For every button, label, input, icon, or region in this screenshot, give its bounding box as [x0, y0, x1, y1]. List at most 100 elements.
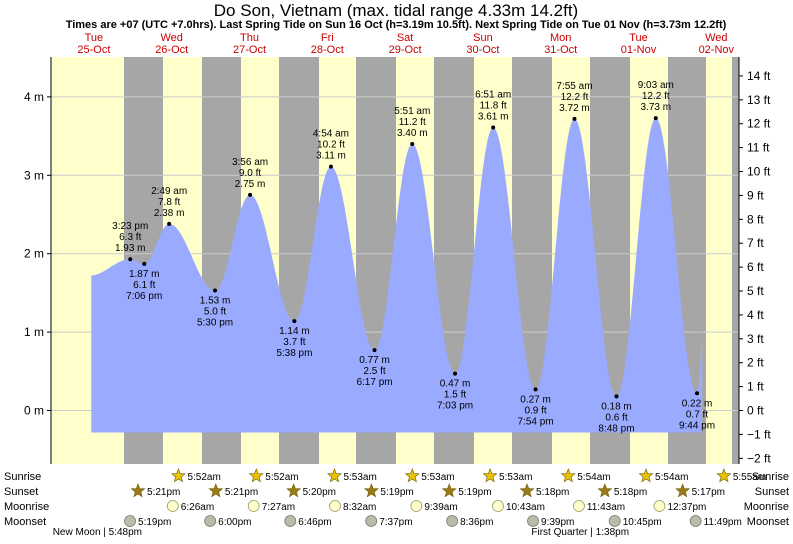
day-name-label: Fri: [321, 32, 334, 44]
moonset-icon: [365, 515, 378, 527]
moonrise-time: 7:27am: [262, 502, 295, 513]
left-tick-label: 0 m: [24, 404, 44, 418]
tide-extreme-label: 5.0 ft: [204, 307, 226, 318]
tide-extreme-label: 9:03 am: [638, 80, 674, 91]
tide-extreme-label: 5:38 pm: [276, 348, 312, 359]
row-label-left: Moonset: [4, 516, 46, 528]
sunrise-time: 5:55am: [733, 472, 766, 483]
moonrise-time: 8:32am: [343, 502, 376, 513]
tide-extreme-label: 12.2 ft: [642, 91, 670, 102]
moonset-time: 9:39pm: [541, 517, 574, 528]
sunrise-icon: [482, 468, 498, 483]
sunrise-icon: [404, 468, 420, 483]
chart-subtitle: Times are +07 (UTC +7.0hrs). Last Spring…: [66, 19, 727, 31]
tide-extreme-label: 3.61 m: [478, 111, 509, 122]
tide-extreme-dot: [653, 116, 658, 121]
sunrise-icon: [326, 468, 342, 483]
tide-extreme-label: 1.5 ft: [444, 390, 466, 401]
tide-extreme-label: 7:03 pm: [437, 401, 473, 412]
sunset-icon: [597, 483, 613, 498]
day-name-label: Wed: [705, 32, 727, 44]
moonset-time: 5:19pm: [138, 517, 171, 528]
right-tick-label: 14 ft: [747, 69, 771, 83]
sunset-icon: [130, 483, 146, 498]
row-label-left: Sunset: [4, 486, 38, 498]
tide-extreme-label: 5:30 pm: [197, 318, 233, 329]
moonset-icon: [689, 515, 702, 527]
night-band: [732, 57, 739, 464]
moonrise-icon: [329, 500, 341, 512]
sunset-icon: [441, 483, 457, 498]
tide-extreme-label: 1.14 m: [279, 326, 310, 337]
sunset-time: 5:19pm: [380, 487, 413, 498]
sunset-time: 5:18pm: [614, 487, 647, 498]
tide-extreme-label: 10.2 ft: [317, 140, 345, 151]
sunset-icon: [363, 483, 379, 498]
tide-extreme-label: 1.87 m: [129, 269, 160, 280]
tide-labels: 3:23 pm6.3 ft1.93 m 1.87 m6.1 ft7:06 pm 2:…: [112, 80, 715, 434]
tide-extreme-label: 3.73 m: [640, 102, 671, 113]
right-tick-label: 3 ft: [747, 332, 764, 346]
moonrise-icon: [573, 500, 585, 512]
row-label-right: Moonset: [747, 516, 789, 528]
day-date-label: 02-Nov: [699, 44, 735, 56]
row-label-right: Moonrise: [744, 501, 789, 513]
sunrise-icon: [248, 468, 264, 483]
moon-phase-label: New Moon | 5:48pm: [53, 527, 142, 538]
tide-extreme-dot: [533, 387, 538, 392]
tide-extreme-label: 0.6 ft: [605, 412, 627, 423]
moon-phase-label: First Quarter | 1:38pm: [531, 527, 629, 538]
row-label-right: Sunset: [755, 486, 789, 498]
tide-extreme-dot: [372, 348, 377, 353]
tide-extreme-label: 0.22 m: [682, 398, 713, 409]
tide-extreme-label: 0.7 ft: [686, 409, 708, 420]
day-labels: Tue25-OctWed26-OctThu27-OctFri28-OctSat2…: [77, 32, 734, 56]
right-tick-label: 7 ft: [747, 236, 764, 250]
tide-extreme-label: 7.8 ft: [158, 197, 180, 208]
tide-extreme-dot: [213, 288, 218, 293]
left-tick-label: 2 m: [24, 247, 44, 261]
tide-extreme-label: 3.7 ft: [283, 337, 305, 348]
tide-extreme-label: 0.27 m: [520, 394, 551, 405]
tide-extreme-label: 1.93 m: [115, 243, 146, 254]
tide-extreme-label: 5:51 am: [394, 106, 430, 117]
sunrise-icon: [560, 468, 576, 483]
sunrise-time: 5:53am: [343, 472, 376, 483]
sunset-icon: [286, 483, 302, 498]
tide-extreme-label: 6.1 ft: [133, 280, 155, 291]
moonrise-time: 10:43am: [506, 502, 545, 513]
moonrise-time: 11:43am: [587, 502, 625, 513]
tide-extreme-dot: [292, 319, 297, 324]
tide-extreme-label: 2.75 m: [235, 179, 266, 190]
sunrise-time: 5:53am: [421, 472, 454, 483]
moonset-icon: [284, 515, 297, 527]
right-tick-label: 4 ft: [747, 308, 764, 322]
moonset-icon: [204, 515, 217, 527]
day-name-label: Thu: [240, 32, 259, 44]
tide-extreme-dot: [167, 221, 172, 226]
tide-area-path: [91, 118, 703, 433]
sunset-icon: [519, 483, 535, 498]
moonrise-icon: [492, 500, 504, 512]
tide-extreme-label: 7:06 pm: [126, 291, 162, 302]
axes: 0 m 1 m 2 m 3 m 4 m −2 ft −1 ft 0 ft 1 ft 2 ft 3 f…: [24, 57, 771, 465]
tide-extreme-label: 2.5 ft: [363, 366, 385, 377]
tide-extreme-label: 3.72 m: [559, 103, 590, 114]
sunrise-time: 5:52am: [187, 472, 220, 483]
tide-extreme-label: 6:17 pm: [356, 377, 392, 388]
sunset-time: 5:21pm: [147, 487, 180, 498]
chart-title: Do Son, Vietnam (max. tidal range 4.33m …: [214, 1, 578, 20]
right-tick-label: 0 ft: [747, 404, 764, 418]
tide-area: [91, 118, 703, 433]
tide-extreme-label: 7:55 am: [556, 81, 592, 92]
tide-extreme-label: 12.2 ft: [561, 92, 589, 103]
tide-extreme-dot: [142, 261, 147, 266]
right-tick-label: 5 ft: [747, 284, 764, 298]
tide-extreme-dot: [128, 257, 133, 262]
sunset-icon: [208, 483, 224, 498]
day-date-label: 26-Oct: [155, 44, 188, 56]
tide-extreme-label: 3:56 am: [232, 157, 268, 168]
tide-extreme-label: 0.18 m: [601, 401, 632, 412]
